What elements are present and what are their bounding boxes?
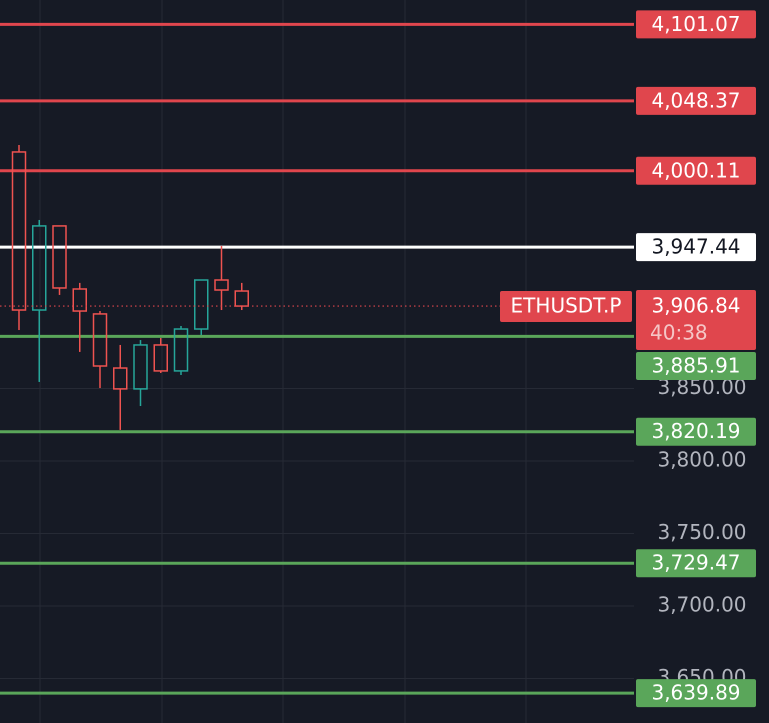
price-line-label-box bbox=[636, 679, 756, 708]
price-line-label: 4,000.11 bbox=[651, 158, 740, 182]
price-line-label-box bbox=[636, 352, 756, 381]
y-tick-label: 3,700.00 bbox=[657, 592, 746, 616]
price-line-label: 3,885.91 bbox=[651, 354, 740, 378]
candle-body bbox=[11, 151, 27, 311]
price-line-label-box bbox=[636, 549, 756, 578]
y-tick-label: 3,800.00 bbox=[657, 447, 746, 471]
price-line-label: 3,820.19 bbox=[651, 419, 740, 443]
symbol-label-box bbox=[500, 291, 632, 323]
price-line-label: 3,947.44 bbox=[651, 235, 740, 259]
price-line-label: 3,729.47 bbox=[651, 551, 740, 575]
candle-body bbox=[234, 290, 249, 307]
price-line-label-box bbox=[636, 417, 756, 446]
price-line-label: 3,639.89 bbox=[651, 681, 740, 705]
candle-body bbox=[72, 288, 87, 312]
candle-body bbox=[173, 328, 189, 372]
price-line-label-box bbox=[636, 86, 756, 115]
price-line-label: 4,048.37 bbox=[651, 88, 740, 112]
candle-body bbox=[194, 279, 209, 330]
price-line-label-box bbox=[636, 233, 756, 262]
price-line-label-box bbox=[636, 156, 756, 185]
candle-body bbox=[214, 279, 229, 291]
symbol-label: ETHUSDT.P bbox=[511, 294, 622, 318]
candle-body bbox=[52, 225, 67, 289]
last-price-label: 3,906.84 bbox=[651, 294, 740, 318]
candle-body bbox=[133, 344, 148, 390]
candle-body bbox=[113, 367, 128, 390]
price-line-label: 4,101.07 bbox=[651, 12, 740, 36]
last-price-box bbox=[636, 290, 756, 351]
candle-body bbox=[153, 344, 168, 372]
y-tick-label: 3,750.00 bbox=[657, 520, 746, 544]
vertical-grid bbox=[39, 0, 527, 723]
price-line-label-box bbox=[636, 10, 756, 39]
candle-body bbox=[32, 225, 47, 311]
countdown-label: 40:38 bbox=[650, 321, 708, 345]
candle-body bbox=[92, 313, 108, 367]
